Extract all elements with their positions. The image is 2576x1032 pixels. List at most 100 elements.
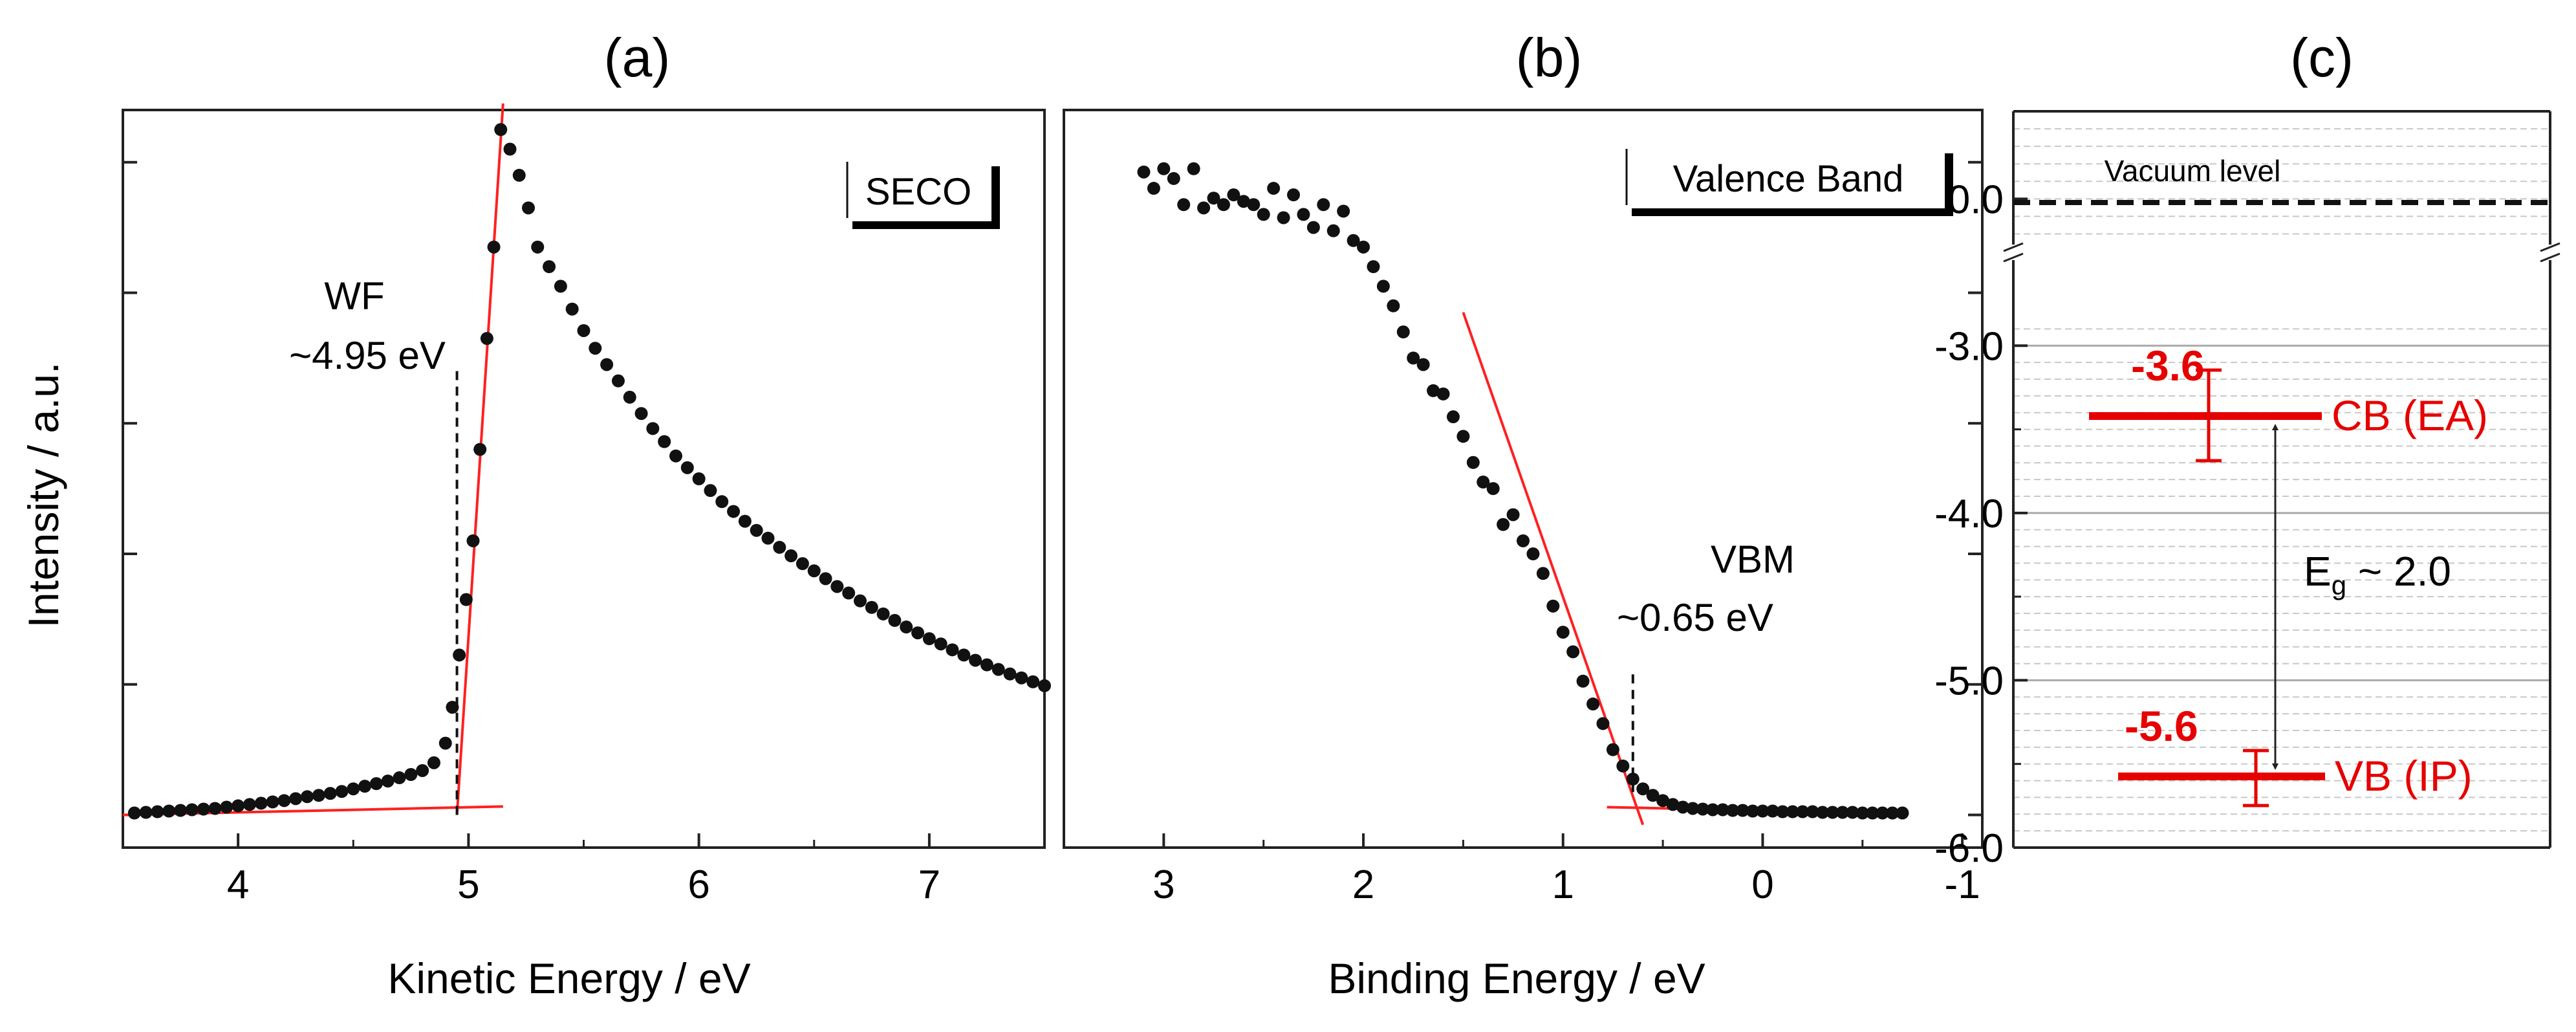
data-point [1287, 188, 1300, 202]
data-point [1835, 806, 1849, 819]
data-point [807, 564, 821, 578]
data-point [1147, 182, 1160, 195]
data-point [1756, 804, 1770, 818]
data-point [1856, 806, 1869, 820]
data-point [1886, 806, 1900, 820]
data-point [1866, 806, 1879, 820]
data-point [796, 557, 809, 571]
data-point [1015, 671, 1028, 685]
x-tick-label: 1 [1552, 862, 1574, 907]
data-point [459, 593, 473, 606]
data-point [1596, 717, 1610, 730]
data-point [623, 390, 636, 404]
x-tick-label: 5 [457, 862, 479, 907]
data-point [543, 260, 556, 274]
data-point [1157, 162, 1171, 175]
data-point [323, 787, 337, 800]
x-tick-label: 2 [1352, 862, 1374, 907]
panel-a-data-points [127, 123, 1051, 820]
data-point [1566, 645, 1580, 659]
data-point [634, 407, 648, 421]
data-point [1486, 482, 1500, 496]
data-point [1686, 802, 1700, 815]
data-point [669, 449, 682, 463]
panel-a: (a) 4 5 6 7 WF ~4.95 eV SECO Kinetic Energy… [122, 27, 1051, 1002]
x-tick-label: -1 [1945, 862, 1980, 907]
panel-a-y-ticks [123, 160, 137, 817]
data-point [842, 586, 856, 600]
data-point [1337, 204, 1350, 218]
data-point [1227, 188, 1240, 202]
panel-b-annotation-vbm: VBM [1711, 538, 1795, 581]
data-point [1317, 198, 1330, 212]
x-tick-label: 7 [918, 862, 940, 907]
data-point [1177, 198, 1191, 212]
data-point [312, 789, 325, 802]
data-point [1826, 806, 1839, 819]
data-point [512, 168, 526, 182]
data-point [232, 799, 245, 813]
data-point [1786, 805, 1799, 818]
gap-label: Eg ~ 2.0 [2304, 548, 2451, 600]
y-tick-label: -3.0 [1934, 324, 2004, 369]
data-point [416, 763, 429, 777]
data-point [1586, 697, 1600, 711]
data-point [1407, 351, 1420, 365]
data-point [289, 792, 303, 806]
panel-b-y-ticks [1968, 160, 1982, 817]
data-point [1297, 208, 1310, 221]
panel-a-annotation-wf: WF [324, 274, 384, 318]
panel-b-x-axis-label: Binding Energy / eV [1328, 954, 1705, 1002]
data-point [1376, 280, 1390, 293]
data-point [1187, 162, 1200, 175]
data-point [1387, 299, 1400, 313]
x-tick-label: 4 [227, 862, 249, 907]
panel-c-axis-break [2003, 242, 2560, 263]
data-point [680, 461, 694, 474]
panel-b-x-ticks: 3 2 1 0 -1 [1153, 833, 1980, 907]
data-point [876, 607, 890, 620]
data-point [1626, 773, 1640, 786]
data-point [393, 771, 406, 785]
data-point [1646, 789, 1660, 802]
data-point [1517, 534, 1530, 547]
vb-level: -5.6 VB (IP) [2118, 702, 2473, 807]
data-point [494, 123, 508, 137]
panel-c-frame [2012, 110, 2551, 849]
data-point [1396, 325, 1410, 339]
data-point [773, 540, 786, 554]
data-point [819, 572, 832, 586]
data-point [692, 472, 706, 485]
panel-c: (c) 0.0 -3.0 -4.0 -5.0 -6.0 Vacuum level -3.… [1934, 27, 2560, 871]
data-point [1556, 626, 1570, 639]
data-point [335, 785, 349, 798]
data-point [220, 800, 233, 814]
data-point [1466, 456, 1480, 469]
data-point [1696, 802, 1709, 816]
data-point [254, 796, 268, 810]
data-point [1806, 805, 1819, 818]
data-point [243, 798, 256, 811]
x-tick-label: 0 [1751, 862, 1773, 907]
panel-b-data-points [1137, 162, 1909, 820]
gap-label-rest: ~ 2.0 [2346, 548, 2451, 595]
data-point [888, 613, 902, 627]
data-point [830, 580, 844, 593]
data-point [1237, 195, 1250, 208]
data-point [658, 435, 671, 448]
data-point [1207, 192, 1220, 205]
data-point [1526, 547, 1540, 561]
data-point [1776, 805, 1790, 818]
data-point [600, 358, 614, 371]
data-point [727, 505, 741, 518]
panel-a-x-ticks: 4 5 6 7 [227, 833, 940, 907]
data-point [991, 663, 1005, 676]
data-point [646, 422, 660, 435]
data-point [266, 795, 279, 809]
data-point [1546, 599, 1560, 613]
data-point [1736, 804, 1749, 817]
data-point [1326, 224, 1340, 237]
data-point [1746, 804, 1759, 818]
data-point [369, 777, 383, 791]
